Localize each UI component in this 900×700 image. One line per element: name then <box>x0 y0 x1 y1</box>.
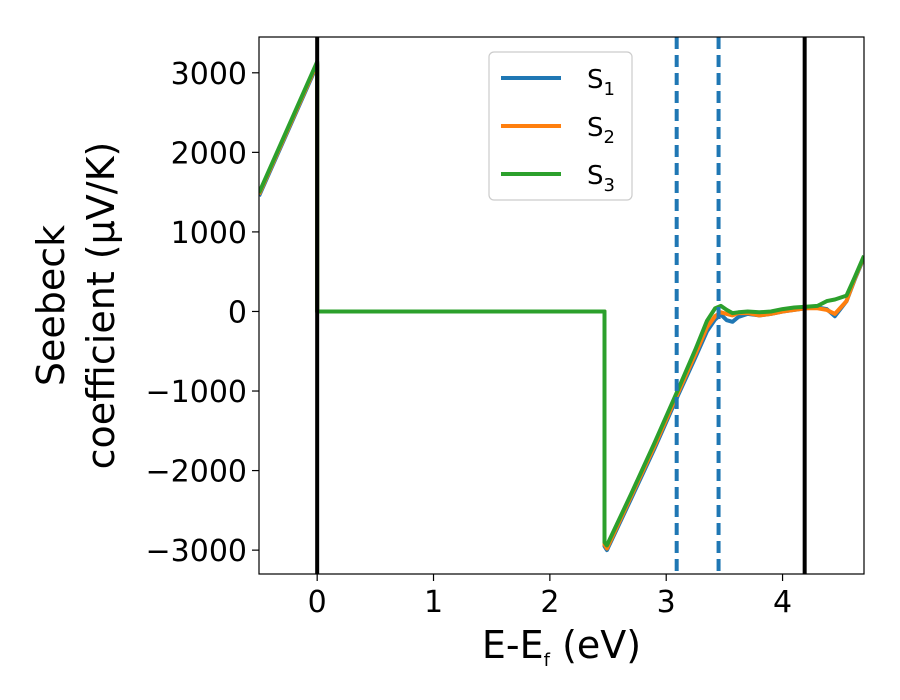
y-axis-label-line1: Seebeck <box>29 225 73 386</box>
plot-content <box>259 37 864 574</box>
axis-ticks: 0 1 2 3 4 3000 2000 1000 0 −1000 −2000 −3000 <box>146 57 793 620</box>
plot-frame <box>258 36 865 575</box>
x-axis-label: E-Ef (eV) <box>482 623 641 671</box>
legend-label-s3: S3 <box>587 161 615 196</box>
y-tick-label: 2000 <box>171 136 247 171</box>
legend-label-s1: S1 <box>587 65 615 100</box>
y-tick-label: 3000 <box>171 57 247 92</box>
legend: S1 S2 S3 <box>488 51 633 201</box>
y-tick-label: 0 <box>228 295 247 330</box>
y-tick-label: −2000 <box>146 455 247 490</box>
y-tick-label: −1000 <box>146 375 247 410</box>
series-line-s3 <box>259 59 864 548</box>
legend-label-s2: S2 <box>587 113 615 148</box>
x-tick-label: 0 <box>308 585 327 620</box>
x-tick-label: 4 <box>773 585 792 620</box>
y-tick-label: −3000 <box>146 534 247 569</box>
y-axis-label: Seebeck coefficient (μV/K) <box>29 142 123 470</box>
y-axis-label-line2: coefficient (μV/K) <box>79 142 123 470</box>
x-tick-label: 1 <box>424 585 443 620</box>
y-tick-label: 1000 <box>171 216 247 251</box>
x-tick-label: 3 <box>657 585 676 620</box>
x-tick-label: 2 <box>540 585 559 620</box>
